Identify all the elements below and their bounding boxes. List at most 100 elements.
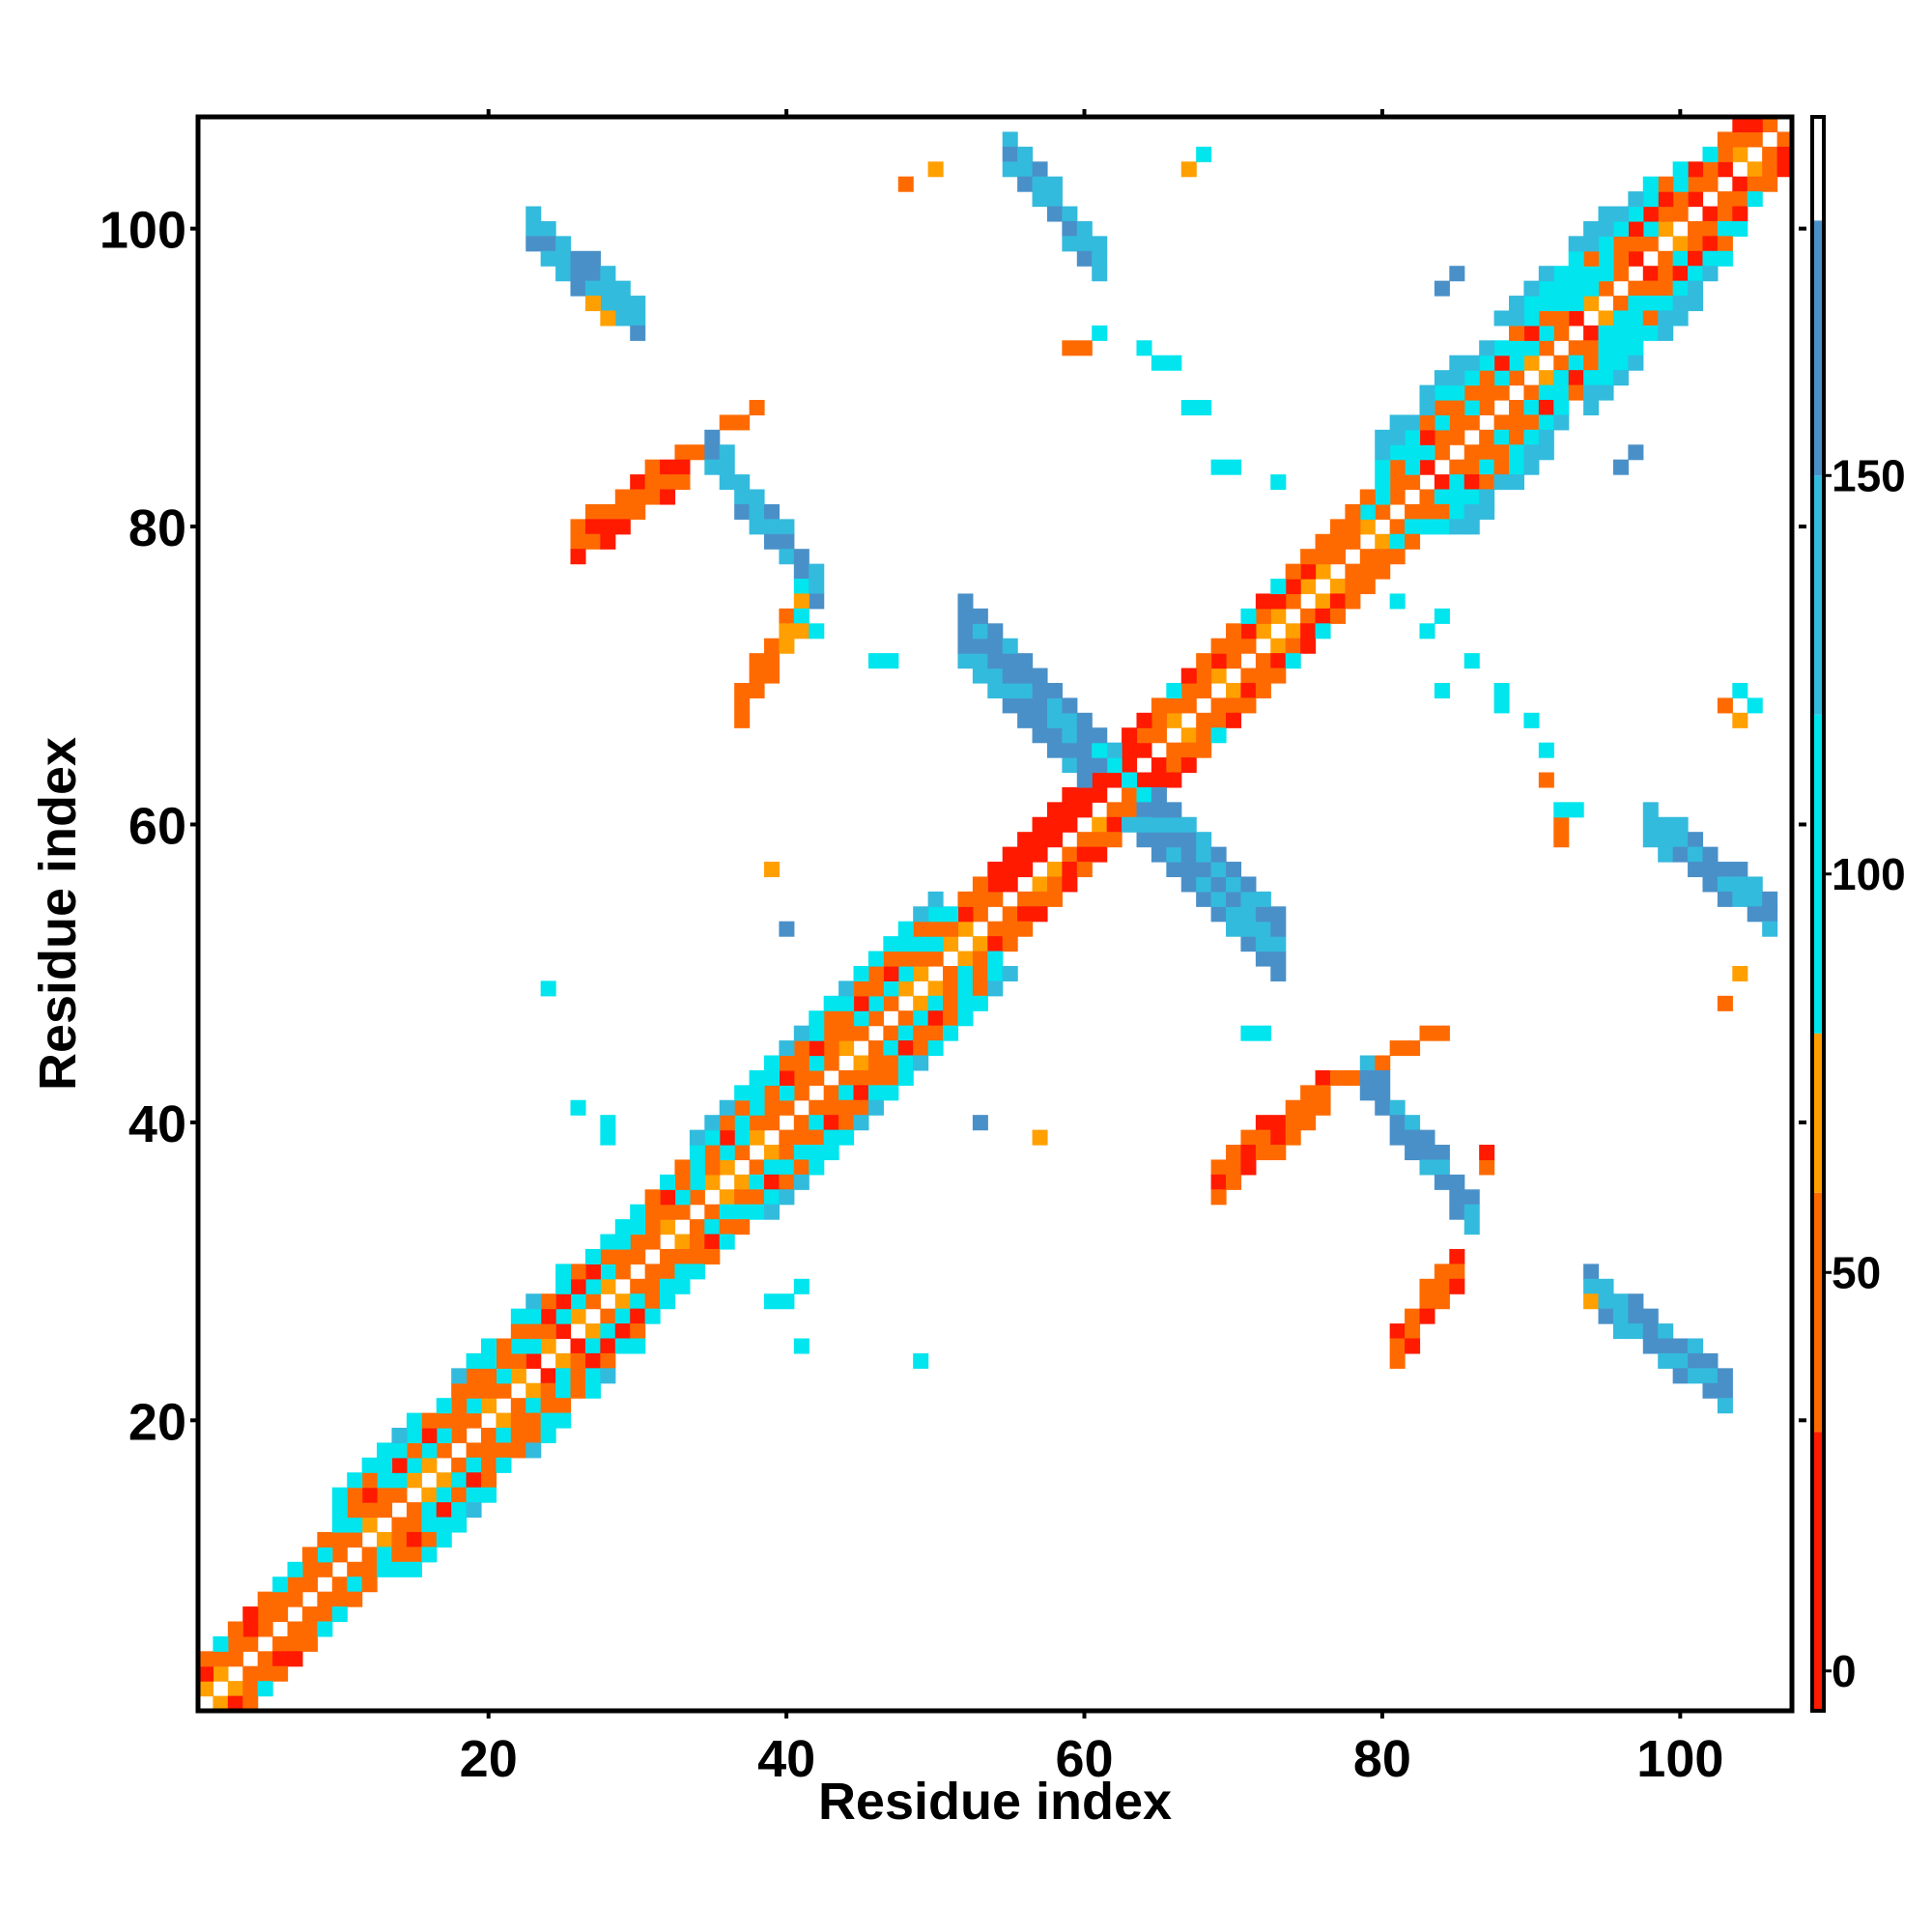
heatmap-cell xyxy=(614,280,631,297)
heatmap-cell xyxy=(1568,340,1584,356)
heatmap-cell xyxy=(1255,608,1271,624)
heatmap-cell xyxy=(1062,786,1078,803)
heatmap-cell xyxy=(972,1115,988,1131)
heatmap-cell xyxy=(763,1069,780,1086)
heatmap-cell xyxy=(1375,1069,1391,1086)
heatmap-cell xyxy=(1270,593,1287,610)
y-tick-label: 20 xyxy=(128,1393,186,1451)
heatmap-cell xyxy=(1642,206,1659,222)
heatmap-cell xyxy=(897,1025,914,1041)
heatmap-cell xyxy=(763,1159,780,1176)
heatmap-cell xyxy=(1642,236,1659,252)
heatmap-cell xyxy=(823,1055,839,1071)
heatmap-cell xyxy=(614,1234,631,1250)
heatmap-cell xyxy=(1583,220,1600,237)
heatmap-cell xyxy=(1092,727,1108,744)
heatmap-cell xyxy=(1688,220,1704,237)
heatmap-cell xyxy=(198,1681,214,1697)
heatmap-cell xyxy=(1255,623,1271,639)
heatmap-cell xyxy=(1106,742,1122,758)
heatmap-cell xyxy=(361,1487,378,1503)
heatmap-cell xyxy=(1583,266,1600,282)
heatmap-cell xyxy=(1240,638,1257,654)
heatmap-cell xyxy=(943,921,959,937)
heatmap-cell xyxy=(1226,1174,1242,1190)
heatmap-cell xyxy=(660,489,676,505)
heatmap-cell xyxy=(1642,832,1659,848)
heatmap-cell xyxy=(1463,503,1480,520)
heatmap-cell xyxy=(614,296,631,312)
heatmap-cell xyxy=(1002,921,1018,937)
heatmap-cell xyxy=(1538,325,1554,341)
heatmap-cell xyxy=(1747,117,1763,133)
heatmap-cell xyxy=(377,1547,393,1563)
heatmap-cell xyxy=(809,1115,825,1131)
heatmap-cell xyxy=(1226,862,1242,878)
heatmap-cell xyxy=(1062,846,1078,863)
heatmap-cell xyxy=(1717,862,1733,878)
heatmap-cell xyxy=(436,1517,452,1533)
heatmap-cell xyxy=(1612,206,1629,222)
heatmap-cell xyxy=(1002,668,1018,684)
heatmap-cell xyxy=(1583,355,1600,371)
heatmap-cell xyxy=(1628,280,1644,297)
heatmap-cell xyxy=(1345,503,1361,520)
heatmap-cell xyxy=(749,1069,765,1086)
heatmap-cell xyxy=(480,1398,497,1414)
heatmap-cell xyxy=(1166,772,1182,788)
heatmap-cell xyxy=(779,623,795,639)
heatmap-cell xyxy=(972,906,988,923)
heatmap-cell xyxy=(1493,340,1510,356)
heatmap-cell xyxy=(1463,653,1480,669)
heatmap-cell xyxy=(480,1442,497,1459)
heatmap-cell xyxy=(660,1278,676,1294)
heatmap-cell xyxy=(1434,1264,1450,1280)
heatmap-cell xyxy=(1270,906,1287,923)
heatmap-cell xyxy=(1688,266,1704,282)
heatmap-cell xyxy=(1315,1069,1331,1086)
heatmap-cell xyxy=(1702,876,1719,893)
heatmap-cell xyxy=(1345,519,1361,535)
heatmap-cell xyxy=(1375,549,1391,565)
heatmap-cell xyxy=(1405,459,1421,475)
heatmap-cell xyxy=(1226,697,1242,714)
heatmap-cell xyxy=(1196,876,1212,893)
heatmap-cell xyxy=(1210,727,1227,744)
heatmap-cell xyxy=(1375,1055,1391,1071)
heatmap-cell xyxy=(1270,608,1287,624)
heatmap-cell xyxy=(1509,429,1525,445)
heatmap-cell xyxy=(660,1264,676,1280)
heatmap-cell xyxy=(584,1278,601,1294)
heatmap-cell xyxy=(480,1352,497,1369)
heatmap-cell xyxy=(1523,340,1540,356)
heatmap-cell xyxy=(779,1040,795,1057)
heatmap-cell xyxy=(719,1234,735,1250)
heatmap-cell xyxy=(555,1352,572,1369)
heatmap-cell xyxy=(614,1308,631,1324)
heatmap-cell xyxy=(823,1145,839,1161)
heatmap-cell xyxy=(674,1189,691,1206)
heatmap-cell xyxy=(1359,1085,1376,1101)
heatmap-cell xyxy=(838,1085,855,1101)
heatmap-cell xyxy=(480,1338,497,1354)
heatmap-cell xyxy=(1732,146,1748,162)
heatmap-cell xyxy=(1106,772,1122,788)
heatmap-cell xyxy=(1405,1145,1421,1161)
heatmap-cell xyxy=(897,965,914,981)
heatmap-cell xyxy=(1032,846,1048,863)
heatmap-cell xyxy=(704,1219,721,1236)
heatmap-cell xyxy=(1732,965,1748,981)
heatmap-cell xyxy=(614,1219,631,1236)
heatmap-cell xyxy=(1553,325,1570,341)
heatmap-cell xyxy=(1628,1308,1644,1324)
heatmap-cell xyxy=(451,1428,468,1444)
heatmap-cell xyxy=(331,1502,348,1519)
heatmap-cell xyxy=(600,310,616,327)
heatmap-cell xyxy=(1405,503,1421,520)
heatmap-cell xyxy=(213,1635,229,1652)
heatmap-cell xyxy=(1196,846,1212,863)
heatmap-cell xyxy=(1628,296,1644,312)
heatmap-cell xyxy=(1166,816,1182,833)
heatmap-cell xyxy=(1046,802,1063,818)
heatmap-cell xyxy=(1315,1099,1331,1116)
